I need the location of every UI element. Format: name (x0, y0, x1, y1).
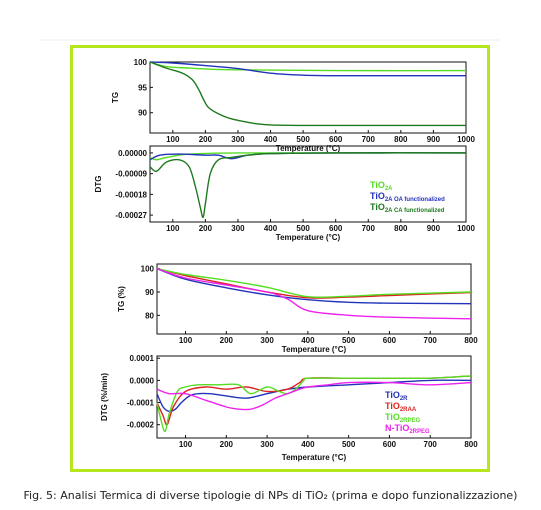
y-tick-label: 0.0000 (130, 376, 155, 385)
x-tick-label: 500 (342, 440, 356, 449)
x-tick-label: 200 (199, 135, 213, 144)
y-axis-label: DTG (%/min) (100, 373, 109, 421)
x-tick-label: 400 (301, 440, 315, 449)
x-tick-label: 600 (383, 336, 397, 345)
x-tick-label: 900 (427, 224, 441, 233)
x-tick-label: 300 (260, 440, 274, 449)
x-tick-label: 700 (362, 224, 376, 233)
y-tick-label: 90 (145, 288, 154, 297)
plot-area-tg_top (150, 62, 466, 133)
x-tick-label: 200 (199, 224, 213, 233)
y-tick-label: 80 (145, 311, 154, 320)
x-tick-label: 1000 (457, 135, 475, 144)
x-tick-label: 300 (231, 224, 245, 233)
x-tick-label: 400 (264, 135, 278, 144)
y-tick-label: -0.00027 (115, 211, 147, 220)
series-line-tio2a (150, 62, 466, 71)
x-tick-label: 1000 (457, 224, 475, 233)
y-axis-label: TG (%) (117, 286, 126, 312)
y-tick-label: 0.0001 (130, 354, 155, 363)
y-tick-label: 95 (138, 83, 147, 92)
x-tick-label: 100 (166, 135, 180, 144)
x-tick-label: 300 (260, 336, 274, 345)
x-tick-label: 200 (220, 440, 234, 449)
x-axis-label: Temperature (°C) (276, 233, 341, 242)
y-tick-label: -0.0002 (127, 421, 155, 430)
series-line-n-tio2rpeg (157, 382, 471, 409)
x-axis-label: Temperature (°C) (282, 453, 347, 462)
y-tick-label: 90 (138, 109, 147, 118)
y-axis-label: TG (111, 92, 120, 103)
x-tick-label: 500 (296, 224, 310, 233)
series-line-tio2a (150, 153, 466, 160)
y-axis-label: DTG (94, 176, 103, 193)
x-tick-label: 600 (383, 440, 397, 449)
panel-dtg_top: 100 200 300 400 500 600 700 800 900 1000 0.00000 -0… (94, 146, 475, 242)
y-tick-label: -0.00018 (115, 190, 147, 199)
x-tick-label: 800 (464, 336, 478, 345)
plot-area-dtg_bottom (157, 356, 471, 438)
x-tick-label: 100 (179, 440, 193, 449)
plot-area-tg_bottom (157, 264, 471, 334)
x-tick-label: 800 (394, 135, 408, 144)
x-tick-label: 600 (329, 135, 343, 144)
y-tick-label: 100 (141, 265, 155, 274)
x-axis-label: Temperature (°C) (282, 345, 347, 354)
x-tick-label: 200 (220, 336, 234, 345)
x-tick-label: 700 (424, 440, 438, 449)
x-tick-label: 400 (264, 224, 278, 233)
panel-dtg_bottom: 100 200 300 400 500 600 700 800 0.0001 0.0000 -0.0… (100, 354, 478, 462)
x-tick-label: 500 (342, 336, 356, 345)
y-tick-label: 100 (134, 58, 148, 67)
x-tick-label: 400 (301, 336, 315, 345)
legend-entry: TiO2A CA functionalized (370, 202, 445, 214)
y-tick-label: -0.0001 (127, 399, 155, 408)
series-line-tio2a-ca-functionalized (150, 62, 466, 125)
x-tick-label: 600 (329, 224, 343, 233)
x-tick-label: 500 (296, 135, 310, 144)
y-tick-label: -0.00009 (115, 170, 147, 179)
panel-tg_top: 100 200 300 400 500 600 700 800 900 1000 90 95 100 Te… (111, 58, 475, 153)
x-tick-label: 100 (179, 336, 193, 345)
legend-entry: N-TiO2RPEG (385, 423, 430, 435)
x-tick-label: 900 (427, 135, 441, 144)
x-tick-label: 700 (424, 336, 438, 345)
y-tick-label: 0.00000 (118, 149, 147, 158)
x-tick-label: 700 (362, 135, 376, 144)
x-tick-label: 800 (464, 440, 478, 449)
thermal-analysis-figure: 100 200 300 400 500 600 700 800 900 1000 90 95 100 Te… (0, 0, 541, 485)
panel-tg_bottom: 100 200 300 400 500 600 700 800 80 90 100 Temperatu… (117, 264, 478, 354)
figure-caption: Fig. 5: Analisi Termica di diverse tipol… (0, 489, 541, 502)
x-tick-label: 300 (231, 135, 245, 144)
x-tick-label: 100 (166, 224, 180, 233)
x-axis-label: Temperature (°C) (276, 144, 341, 153)
x-tick-label: 800 (394, 224, 408, 233)
